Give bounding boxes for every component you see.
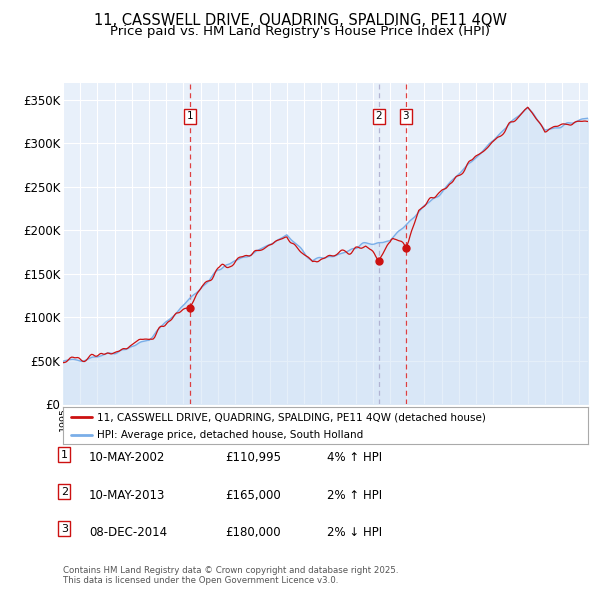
Text: 1: 1 [187,112,193,122]
Text: 2: 2 [376,112,382,122]
Text: 10-MAY-2013: 10-MAY-2013 [89,489,165,502]
Text: 2% ↓ HPI: 2% ↓ HPI [327,526,382,539]
Text: £180,000: £180,000 [225,526,281,539]
Text: Contains HM Land Registry data © Crown copyright and database right 2025.
This d: Contains HM Land Registry data © Crown c… [63,566,398,585]
Text: 11, CASSWELL DRIVE, QUADRING, SPALDING, PE11 4QW: 11, CASSWELL DRIVE, QUADRING, SPALDING, … [94,13,506,28]
Text: 1: 1 [61,450,68,460]
Text: HPI: Average price, detached house, South Holland: HPI: Average price, detached house, Sout… [97,430,364,440]
Text: Price paid vs. HM Land Registry's House Price Index (HPI): Price paid vs. HM Land Registry's House … [110,25,490,38]
Text: 10-MAY-2002: 10-MAY-2002 [89,451,165,464]
Text: 2% ↑ HPI: 2% ↑ HPI [327,489,382,502]
Text: 08-DEC-2014: 08-DEC-2014 [89,526,167,539]
Text: £165,000: £165,000 [225,489,281,502]
Text: 4% ↑ HPI: 4% ↑ HPI [327,451,382,464]
Text: 3: 3 [61,524,68,534]
Text: 3: 3 [403,112,409,122]
Text: 2: 2 [61,487,68,497]
Text: 11, CASSWELL DRIVE, QUADRING, SPALDING, PE11 4QW (detached house): 11, CASSWELL DRIVE, QUADRING, SPALDING, … [97,412,486,422]
Text: £110,995: £110,995 [225,451,281,464]
